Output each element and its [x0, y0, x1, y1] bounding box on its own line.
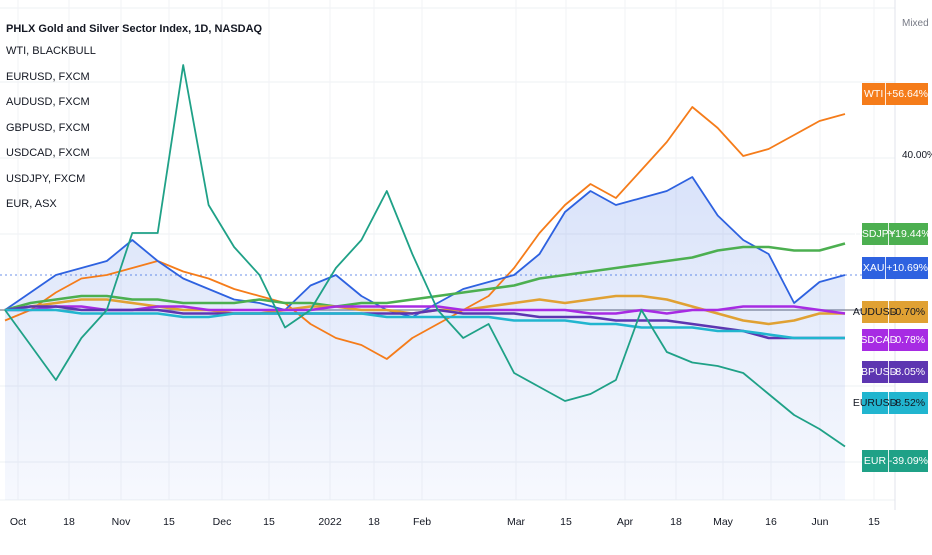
series-line-usdjpy	[4, 242, 846, 312]
x-tick-label: 18	[368, 516, 380, 528]
x-tick-label: Jun	[811, 516, 829, 528]
x-tick-label: May	[713, 516, 733, 528]
badge-eur-value: -39.09%	[888, 455, 928, 467]
badge-audusd-symbol: AUDUSD	[853, 301, 897, 323]
legend-item-gbpusd[interactable]: GBPUSD, FXCM	[6, 121, 90, 134]
badge-wti-value: +56.64%	[886, 88, 928, 100]
badge-audusd: AUDUSD -0.70%	[853, 301, 928, 323]
series-line-usdcad	[5, 305, 846, 315]
scale-mode-label[interactable]: Mixed	[902, 18, 929, 29]
x-tick-label: 15	[868, 516, 880, 528]
x-tick-label: Apr	[616, 516, 634, 528]
xau-area	[5, 177, 845, 500]
badge-usdjpy-symbol: USDJPY	[854, 223, 896, 245]
x-tick-label: 18	[670, 516, 682, 528]
series-line-xau	[4, 176, 846, 318]
series-line-eurusd	[5, 308, 845, 340]
badge-wti-symbol: WTI	[862, 83, 887, 105]
badge-eurusd: EURUSD -8.52%	[853, 392, 928, 414]
badge-gbpusd-value: -8.05%	[891, 366, 926, 378]
x-tick-label: 18	[63, 516, 75, 528]
badge-eurusd-value: -8.52%	[891, 397, 926, 409]
series-line-eur	[4, 64, 846, 448]
badge-xau-value: +10.69%	[886, 262, 928, 274]
series-line-gbpusd	[4, 305, 845, 340]
legend-item-audusd[interactable]: AUDUSD, FXCM	[6, 96, 90, 108]
badge-audusd-value: -0.70%	[891, 306, 926, 318]
series-line-wti	[4, 106, 846, 360]
badge-usdjpy: USDJPY +19.44%	[854, 223, 931, 245]
badge-eur: EUR -39.09%	[862, 450, 928, 472]
badge-eur-symbol: EUR	[862, 450, 889, 472]
badge-xau-symbol: XAU	[862, 257, 887, 279]
y-axis-label: 40.00%	[902, 150, 932, 161]
badge-usdcad-value: -0.78%	[891, 334, 926, 346]
legend-item-wti[interactable]: WTI, BLACKBULL	[6, 45, 96, 57]
x-tick-label: 2022	[318, 516, 342, 528]
badge-eurusd-symbol: EURUSD	[853, 392, 897, 414]
badge-usdcad: USDCAD -0.78%	[853, 329, 928, 351]
x-tick-label: 15	[263, 516, 275, 528]
legend: PHLX Gold and Silver Sector Index, 1D, N…	[6, 22, 262, 223]
legend-item-usdjpy[interactable]: USDJPY, FXCM	[6, 172, 86, 185]
legend-item-usdcad[interactable]: USDCAD, FXCM	[6, 147, 90, 159]
x-tick-label: 15	[163, 516, 175, 528]
badge-usdcad-symbol: USDCAD	[853, 329, 897, 351]
badge-xau: XAU +10.69%	[862, 257, 928, 279]
x-tick-label: 15	[560, 516, 572, 528]
x-tick-label: Mar	[506, 516, 526, 528]
chart-title[interactable]: PHLX Gold and Silver Sector Index, 1D, N…	[6, 23, 263, 35]
x-tick-label: 16	[765, 516, 777, 528]
badge-wti: WTI +56.64%	[862, 83, 928, 105]
legend-item-eurusd[interactable]: EURUSD, FXCM	[6, 70, 90, 83]
x-tick-label: Feb	[412, 516, 432, 528]
badge-usdjpy-value: +19.44%	[889, 228, 931, 240]
x-tick-label: Dec	[212, 516, 232, 528]
x-tick-label: Oct	[9, 516, 27, 528]
x-tick-label: Nov	[111, 516, 131, 528]
badge-gbpusd-symbol: GBPUSD	[853, 361, 897, 383]
legend-item-eur[interactable]: EUR, ASX	[6, 198, 57, 210]
badge-gbpusd: GBPUSD -8.05%	[853, 361, 928, 383]
